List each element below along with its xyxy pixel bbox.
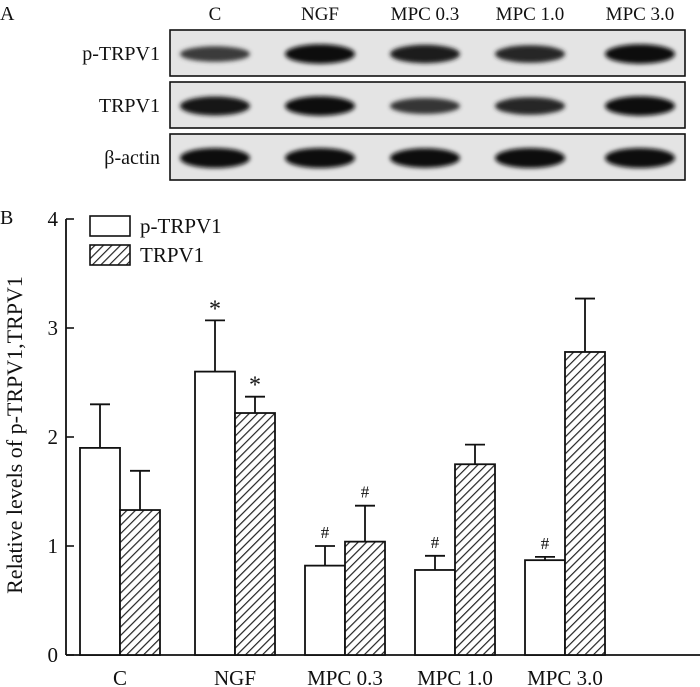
bar-p-trpv1	[524, 559, 566, 656]
y-tick-label: 0	[48, 643, 59, 667]
y-tick-label: 1	[48, 534, 59, 558]
y-tick-label: 4	[48, 207, 59, 231]
blot-row-label: p-TRPV1	[82, 43, 160, 65]
y-tick-label: 3	[48, 316, 59, 340]
significance-mark: #	[541, 534, 550, 553]
panel-b-label: B	[0, 207, 13, 229]
bar-p-trpv1	[194, 370, 236, 656]
bar-trpv1	[454, 463, 496, 656]
significance-mark: #	[431, 533, 440, 552]
western-blot: C NGF MPC 0.3 MPC 1.0 MPC 3.0 p-TRPV1 TRPV1 β-a…	[82, 4, 686, 181]
blot-band	[285, 96, 355, 116]
blot-band	[605, 148, 675, 168]
blot-band	[285, 44, 355, 64]
x-tick-label: NGF	[214, 666, 256, 687]
blot-band	[495, 45, 565, 63]
bar-trpv1	[344, 540, 386, 656]
y-tick-label: 2	[48, 425, 59, 449]
x-tick-label: C	[113, 666, 127, 687]
blot-lane-label: C	[209, 4, 222, 25]
blot-band	[495, 148, 565, 168]
blot-band	[390, 44, 460, 64]
blot-lane-label: MPC 1.0	[496, 4, 565, 25]
legend-label: TRPV1	[140, 243, 204, 267]
blot-lane-label: NGF	[301, 4, 339, 25]
bar-trpv1	[119, 509, 161, 656]
blot-row-label: β-actin	[104, 147, 160, 169]
blot-band	[605, 44, 675, 64]
legend-label: p-TRPV1	[140, 214, 222, 238]
blot-band	[390, 98, 460, 114]
bar-p-trpv1	[414, 569, 456, 656]
blot-band	[180, 96, 250, 116]
bar-chart: 0 1 2 3 4 C NGF MPC 0.3 MPC 1.0 MPC 3.0 * # # # * # p-TR…	[48, 207, 700, 687]
significance-mark: #	[321, 523, 330, 542]
legend-swatch	[89, 215, 131, 237]
blot-band	[605, 96, 675, 116]
bar-p-trpv1	[79, 446, 121, 656]
panel-a-label: A	[0, 3, 15, 25]
x-tick-label: MPC 3.0	[527, 666, 603, 687]
bar-trpv1	[234, 412, 276, 656]
significance-mark: *	[249, 373, 261, 399]
bar-p-trpv1	[304, 564, 346, 656]
significance-mark: *	[209, 296, 221, 322]
y-axis-label: Relative levels of p-TRPV1,TRPV1	[2, 276, 27, 594]
blot-lane-label: MPC 3.0	[606, 4, 675, 25]
blot-band	[390, 148, 460, 168]
x-tick-label: MPC 1.0	[417, 666, 493, 687]
significance-mark: #	[361, 483, 370, 502]
blot-band	[285, 148, 355, 168]
blot-row-label: TRPV1	[99, 95, 160, 117]
blot-band	[180, 46, 250, 62]
blot-band	[495, 97, 565, 115]
x-tick-label: MPC 0.3	[307, 666, 383, 687]
bar-trpv1	[564, 351, 606, 656]
legend-swatch	[89, 244, 131, 266]
blot-lane-label: MPC 0.3	[391, 4, 460, 25]
blot-band	[180, 148, 250, 168]
